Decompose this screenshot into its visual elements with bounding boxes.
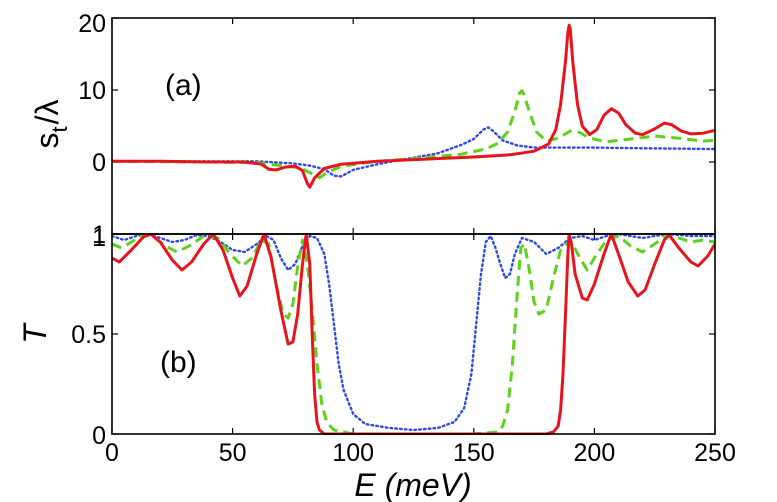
panel-b-series-dotted xyxy=(112,233,715,432)
panel-a-ylabel-tail: /λ xyxy=(29,99,65,124)
xtick-label-4: 200 xyxy=(574,439,616,467)
panel-a-ytick-label-0: 1 xyxy=(92,221,106,249)
panel-b-ytick-label-2: 1 xyxy=(92,224,106,252)
panel-a-ylabel: st/λ xyxy=(29,99,72,148)
panel-a-series-solid xyxy=(112,23,715,189)
panel-b-ytick-label-1: 0.5 xyxy=(71,321,106,349)
panel-a-ylabel-sub: t xyxy=(47,126,72,132)
panel-b-series-solid xyxy=(112,233,715,435)
panel-b: 00.51 0 50 100 150 200 250 (b) T E (meV) xyxy=(17,224,736,502)
panel-a-frame xyxy=(111,17,716,235)
x-axis-label: E (meV) xyxy=(354,467,471,502)
panel-a-series-dashed xyxy=(112,89,715,180)
xtick-label-2: 100 xyxy=(332,439,374,467)
xtick-label-1: 50 xyxy=(219,439,247,467)
panel-a-ytick-label-1: 0 xyxy=(92,149,106,177)
panel-a-ytick-label-3: 20 xyxy=(78,10,106,38)
panel-b-label: (b) xyxy=(160,346,197,379)
panel-b-ytick-label-0: 0 xyxy=(92,422,106,450)
xtick-label-5: 250 xyxy=(694,439,736,467)
panel-b-ylabel: T xyxy=(17,322,53,344)
panel-b-frame xyxy=(111,233,716,435)
panel-b-ticks xyxy=(111,233,716,435)
panel-a-ylabel-s: s xyxy=(29,133,65,149)
xtick-label-0: 0 xyxy=(105,439,119,467)
panel-b-ytick-labels: 00.51 xyxy=(71,224,106,450)
panel-a-series-dotted xyxy=(112,126,715,178)
panel-b-series-dashed xyxy=(112,233,715,435)
panel-a-ticks xyxy=(111,17,716,235)
panel-a-ytick-label-2: 10 xyxy=(78,77,106,105)
xtick-label-3: 150 xyxy=(453,439,495,467)
panel-b-lines xyxy=(112,233,715,435)
panel-a-lines xyxy=(112,23,715,189)
panel-a-label: (a) xyxy=(165,69,202,102)
panel-b-xtick-labels: 0 50 100 150 200 250 xyxy=(105,439,736,467)
